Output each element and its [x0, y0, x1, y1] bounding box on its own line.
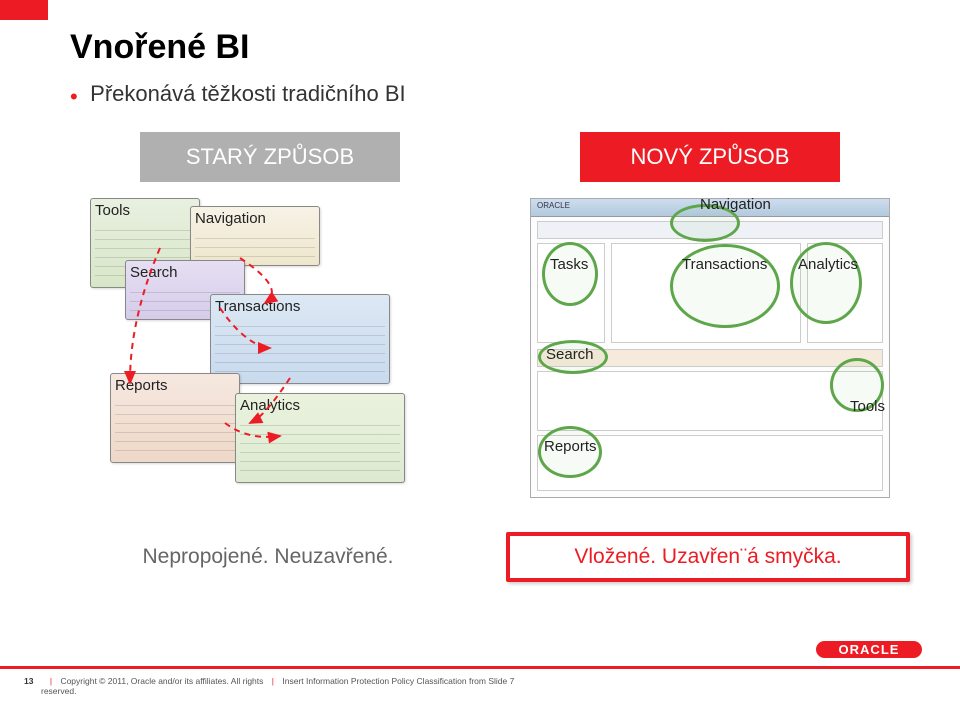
card-tools-title: Tools	[95, 202, 195, 219]
new-diagram: ORACLE	[530, 198, 890, 498]
card-navigation: Navigation	[190, 206, 320, 266]
pane-grid	[537, 371, 883, 431]
app-header: ORACLE	[531, 199, 889, 217]
footer-copyright: Copyright © 2011, Oracle and/or its affi…	[60, 676, 263, 686]
accent-bar	[0, 0, 48, 20]
stripes	[240, 417, 400, 477]
card-reports-title: Reports	[115, 377, 235, 394]
bullet-text: Překonává těžkosti tradičního BI	[90, 81, 406, 106]
slide-title: Vnořené BI	[70, 28, 910, 67]
pane-nav	[537, 221, 883, 239]
bullet-row: • Překonává těžkosti tradičního BI	[70, 81, 910, 110]
card-transactions: Transactions	[210, 294, 390, 384]
card-analytics: Analytics	[235, 393, 405, 483]
stripes	[215, 318, 385, 378]
column-new: NOVÝ ZPŮSOB ORACLE	[510, 132, 910, 498]
pane-tasks	[537, 243, 605, 343]
app-window: ORACLE	[530, 198, 890, 498]
stripes	[115, 397, 235, 457]
old-label: STARÝ ZPŮSOB	[140, 132, 400, 182]
card-navigation-title: Navigation	[195, 210, 315, 227]
new-label: NOVÝ ZPŮSOB	[580, 132, 840, 182]
card-reports: Reports	[110, 373, 240, 463]
card-analytics-title: Analytics	[240, 397, 400, 414]
oracle-logo-text: ORACLE	[839, 642, 900, 657]
footer-reserved: reserved.	[41, 686, 76, 696]
bullet-icon: •	[70, 84, 78, 109]
footer-sep-icon: |	[50, 676, 52, 686]
stripes	[195, 230, 315, 262]
old-diagram: Tools Navigation Search Transactions Rep…	[90, 198, 450, 498]
caption-new: Vložené. Uzavřen¨á smyčka.	[506, 532, 910, 582]
pane-search	[537, 349, 883, 367]
footer-classification: Insert Information Protection Policy Cla…	[282, 676, 514, 686]
caption-old: Nepropojené. Neuzavřené.	[70, 532, 466, 582]
footer-text: 13 | Copyright © 2011, Oracle and/or its…	[24, 676, 514, 696]
card-transactions-title: Transactions	[215, 298, 385, 315]
pane-reports	[537, 435, 883, 491]
footer: 13 | Copyright © 2011, Oracle and/or its…	[0, 669, 960, 707]
pane-transactions	[611, 243, 801, 343]
card-search-title: Search	[130, 264, 240, 281]
oracle-logo: ORACLE	[816, 639, 926, 661]
footer-sep-icon: |	[272, 676, 274, 686]
column-old: STARÝ ZPŮSOB Tools Navigation Search Tra…	[70, 132, 470, 498]
pane-analytics	[807, 243, 883, 343]
page-number: 13	[24, 676, 33, 686]
